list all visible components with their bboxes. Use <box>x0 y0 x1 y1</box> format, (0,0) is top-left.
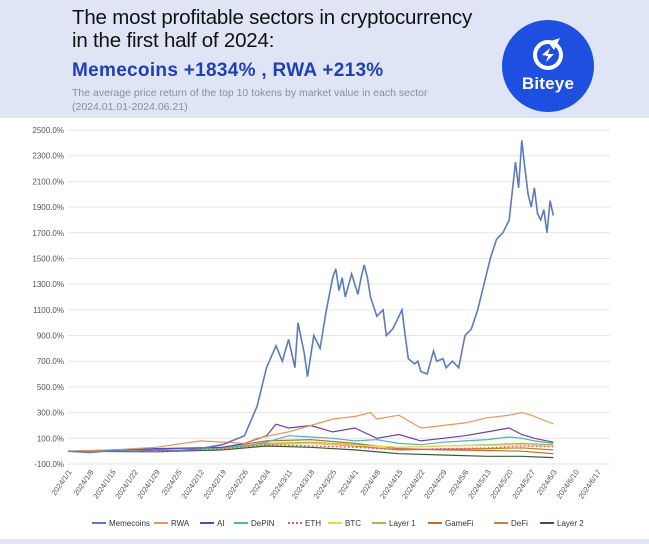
legend: Memecoins RWA AI DePIN ETH BTC Layer 1 GameFi De… <box>92 519 584 528</box>
logo-mark-icon <box>533 38 563 70</box>
legend-label-btc: BTC <box>345 519 361 528</box>
y-tick-label: 1300.0% <box>32 280 64 289</box>
y-tick-label: 2500.0% <box>32 126 64 135</box>
x-axis: 2024/1/12024/1/82024/1/152024/1/222024/1… <box>50 468 604 501</box>
series-line-depin <box>67 435 554 452</box>
series-line-rwa <box>67 411 554 452</box>
y-tick-label: -100.0% <box>34 460 64 469</box>
y-tick-label: 1700.0% <box>32 229 64 238</box>
legend-label-defi: DeFi <box>511 519 528 528</box>
legend-label-memecoins: Memecoins <box>109 519 150 528</box>
y-tick-label: 1500.0% <box>32 254 64 263</box>
y-tick-label: 1100.0% <box>33 306 64 315</box>
chart-title: The most profitable sectors in cryptocur… <box>72 6 473 52</box>
legend-label-eth: ETH <box>305 519 321 528</box>
logo-text: Biteye <box>521 74 575 93</box>
legend-label-layer-2: Layer 2 <box>557 519 584 528</box>
grid <box>68 129 610 465</box>
headline: Memecoins +1834% , RWA +213% <box>72 60 384 81</box>
chart-area: -100.0% 100.0% 300.0% 500.0% 700.0% 900.0% 110… <box>0 118 649 539</box>
series-line-layer-2 <box>67 445 554 459</box>
x-tick-label: 2024/1/1 <box>50 468 74 497</box>
y-tick-label: 300.0% <box>37 409 64 418</box>
legend-label-gamefi: GameFi <box>445 519 474 528</box>
biteye-logo: Biteye <box>502 20 594 112</box>
series-line-eth <box>67 444 554 453</box>
legend-label-ai: AI <box>217 519 225 528</box>
y-tick-label: 900.0% <box>37 332 64 341</box>
y-axis: -100.0% 100.0% 300.0% 500.0% 700.0% 900.0% 110… <box>32 126 64 469</box>
y-tick-label: 100.0% <box>37 434 64 443</box>
series-lines <box>67 140 555 459</box>
series-line-memecoins <box>67 140 555 454</box>
y-tick-label: 2300.0% <box>32 152 64 161</box>
legend-label-depin: DePIN <box>251 519 275 528</box>
y-tick-label: 1900.0% <box>32 203 64 212</box>
y-tick-label: 700.0% <box>37 357 64 366</box>
line-chart: -100.0% 100.0% 300.0% 500.0% 700.0% 900.0% 110… <box>32 126 610 528</box>
y-tick-label: 2100.0% <box>32 177 64 186</box>
legend-label-layer-1: Layer 1 <box>389 519 416 528</box>
chart-subtitle: The average price return of the top 10 t… <box>72 87 428 113</box>
legend-label-rwa: RWA <box>171 519 190 528</box>
y-tick-label: 500.0% <box>37 383 64 392</box>
x-tick-label: 2024/4/1 <box>336 468 360 497</box>
